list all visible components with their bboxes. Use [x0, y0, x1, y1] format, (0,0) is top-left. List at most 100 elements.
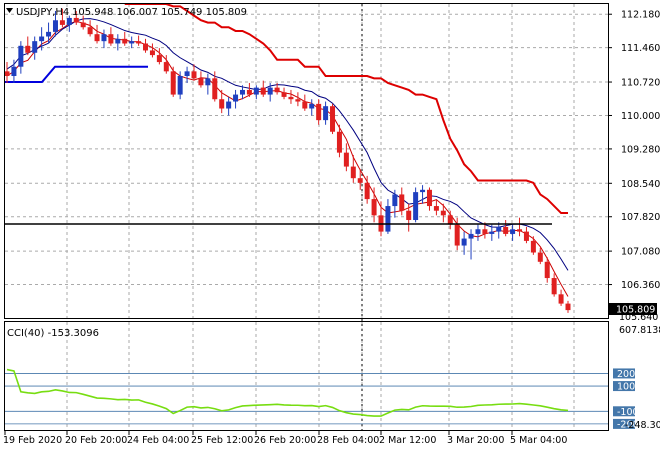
- time-axis: 19 Feb 2020 20 Feb 20:00 24 Feb 04:00 25 Fe…: [3, 431, 567, 446]
- candle-body: [510, 229, 516, 234]
- lower-channel: [5, 65, 148, 84]
- candle-body: [454, 224, 460, 246]
- ohlc-values: 105.948 106.007 105.749 105.809: [72, 7, 247, 18]
- candle-body: [198, 78, 204, 86]
- candle-body: [122, 38, 128, 44]
- candle-body: [406, 210, 412, 220]
- candle-body: [59, 20, 65, 25]
- time-axis-label: 3 Mar 20:00: [447, 435, 504, 446]
- candle-body: [336, 131, 342, 153]
- candle-body: [302, 101, 308, 109]
- cci-window-frame: [4, 321, 609, 431]
- candle-body: [163, 62, 169, 72]
- cci-level-box: [613, 406, 635, 417]
- candle-body: [66, 17, 72, 25]
- candle-body: [433, 206, 439, 211]
- candle-body: [46, 31, 52, 37]
- candle-body: [357, 178, 363, 183]
- candle-body: [392, 194, 398, 207]
- candle-body: [281, 92, 287, 97]
- candle-body: [11, 66, 17, 76]
- candle-body: [496, 226, 502, 232]
- candle-body: [399, 194, 405, 211]
- cci-level-box: [613, 368, 635, 379]
- time-axis-label: 26 Feb 20:00: [254, 435, 316, 446]
- candle-body: [80, 22, 86, 28]
- candle-body: [32, 41, 38, 53]
- upper-channel: [124, 3, 568, 215]
- time-axis-label: 25 Feb 12:00: [191, 435, 253, 446]
- candle-body: [517, 229, 523, 232]
- current-price-label: 105.809: [616, 305, 655, 316]
- current-price-under: 105.640: [619, 312, 658, 323]
- candle-body: [489, 231, 495, 234]
- candle-body: [108, 34, 114, 44]
- cci-level-labels: 200 100 -100-200: [613, 368, 639, 430]
- candle-body: [253, 87, 259, 95]
- candle-body: [316, 103, 322, 121]
- candle-body: [136, 41, 142, 44]
- candle-body: [350, 166, 356, 179]
- price-axis-label: 112.180: [621, 10, 660, 21]
- candle-body: [170, 71, 176, 95]
- candle-body: [260, 87, 266, 95]
- candle-body: [330, 106, 336, 132]
- candle-body: [4, 71, 10, 76]
- candle-body: [274, 87, 280, 93]
- candle-body: [537, 252, 543, 262]
- candle-body: [205, 78, 211, 86]
- candle-body: [323, 106, 329, 121]
- candle-body: [440, 210, 446, 216]
- candle-body: [39, 36, 45, 42]
- candle-body: [523, 231, 529, 241]
- candle-body: [309, 103, 315, 109]
- candle-body: [468, 233, 474, 239]
- cci-line: [6, 368, 569, 417]
- price-axis-label: 108.540: [621, 179, 660, 190]
- candle-body: [364, 182, 370, 200]
- indicator-overlays: [5, 3, 569, 297]
- candle-body: [503, 226, 509, 234]
- current-price-box: [609, 303, 657, 315]
- candle-body: [530, 240, 536, 253]
- candle-body: [156, 55, 162, 63]
- main-window-frame: [4, 3, 609, 319]
- candle-body: [239, 89, 245, 95]
- candle-body: [101, 34, 107, 42]
- time-axis-label: 24 Feb 04:00: [127, 435, 189, 446]
- candle-body: [558, 294, 564, 304]
- candle-body: [447, 215, 453, 225]
- candle-body: [565, 303, 571, 311]
- candle-body: [246, 89, 252, 95]
- candle-body: [73, 17, 79, 23]
- candle-body: [233, 94, 239, 102]
- candlestick-series: [4, 8, 571, 313]
- symbol-dropdown-icon[interactable]: [6, 8, 13, 13]
- price-axis-label: 107.080: [621, 247, 660, 258]
- candle-body: [149, 50, 155, 56]
- cci-level-label: -200: [617, 419, 639, 430]
- candle-body: [18, 45, 24, 67]
- candle-body: [475, 229, 481, 234]
- price-axis-label: 109.280: [621, 144, 660, 155]
- candle-body: [288, 96, 294, 100]
- candle-body: [219, 99, 225, 109]
- candle-body: [482, 229, 488, 234]
- candle-body: [385, 206, 391, 232]
- cci-axis-bottom: -248.3054: [625, 420, 660, 431]
- candle-body: [461, 238, 467, 246]
- time-axis-label: 19 Feb 2020: [3, 435, 62, 446]
- candle-body: [115, 38, 121, 44]
- price-axis-label: 111.460: [621, 43, 660, 54]
- candle-body: [177, 75, 183, 95]
- candle-body: [129, 41, 135, 44]
- candle-body: [52, 20, 58, 32]
- candle-body: [426, 189, 432, 207]
- candle-body: [551, 278, 557, 295]
- candle-body: [343, 152, 349, 167]
- moving-average-slow: [6, 18, 569, 271]
- candle-body: [226, 101, 232, 109]
- price-axis: 112.180 111.460 110.720 110.000 109.280 108.5…: [608, 10, 660, 291]
- candle-body: [267, 87, 273, 95]
